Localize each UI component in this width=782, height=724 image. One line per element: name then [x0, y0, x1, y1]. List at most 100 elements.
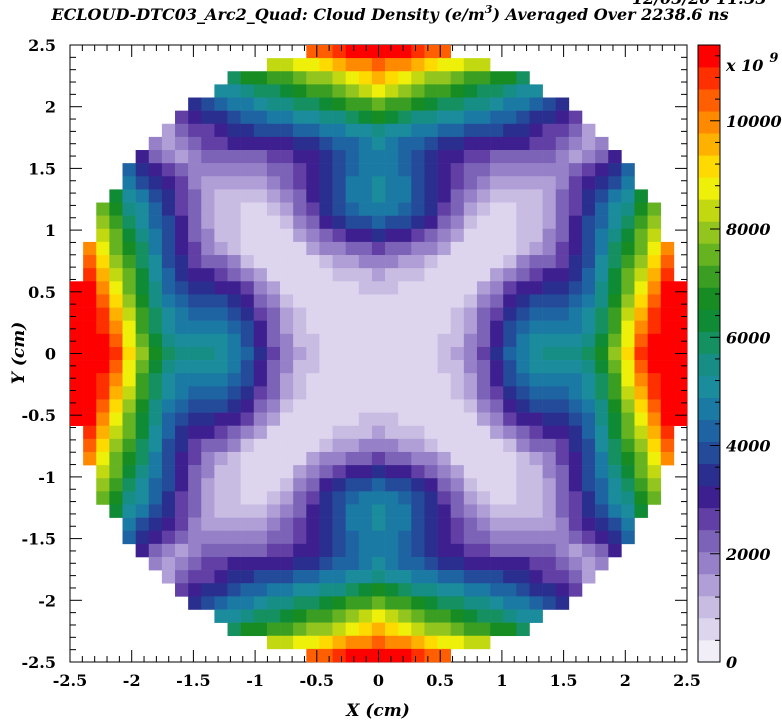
- heatmap-cell: [634, 451, 648, 466]
- heatmap-cell: [332, 346, 346, 361]
- heatmap-cell: [280, 136, 294, 151]
- heatmap-cell: [358, 189, 373, 203]
- heatmap-cell: [595, 150, 609, 164]
- heatmap-cell: [595, 478, 609, 492]
- heatmap-cell: [595, 412, 609, 427]
- heatmap-cell: [280, 71, 294, 85]
- heatmap-cell: [516, 346, 530, 361]
- heatmap-cell: [148, 556, 163, 571]
- heatmap-cell: [135, 412, 150, 427]
- heatmap-cell: [463, 333, 478, 348]
- heatmap-cell: [214, 556, 228, 571]
- heatmap-cell: [424, 556, 438, 571]
- heatmap-cell: [529, 373, 543, 387]
- heatmap-cell: [581, 360, 596, 374]
- heatmap-cell: [660, 346, 675, 361]
- heatmap-cell: [109, 228, 123, 243]
- heatmap-cell: [411, 320, 425, 335]
- heatmap-cell: [463, 150, 478, 164]
- heatmap-cell: [398, 110, 412, 125]
- heatmap-cell: [398, 123, 412, 138]
- heatmap-cell: [385, 465, 399, 479]
- heatmap-cell: [96, 465, 110, 479]
- heatmap-cell: [345, 58, 360, 72]
- heatmap-cell: [411, 333, 425, 348]
- y-tick-label: 1.5: [28, 159, 56, 178]
- heatmap-cell: [581, 412, 596, 427]
- heatmap-cell: [608, 176, 622, 190]
- heatmap-cell: [201, 438, 215, 453]
- heatmap-cell: [345, 478, 360, 492]
- heatmap-cell: [280, 333, 294, 348]
- heatmap-cell: [450, 97, 465, 111]
- heatmap-cell: [319, 570, 333, 584]
- heatmap-cell: [621, 530, 635, 545]
- heatmap-cell: [306, 45, 320, 59]
- heatmap-cell: [345, 84, 360, 98]
- heatmap-cell: [424, 241, 438, 256]
- y-tick-label: -1.5: [22, 530, 56, 549]
- heatmap-cell: [516, 556, 530, 571]
- heatmap-cell: [476, 425, 491, 440]
- heatmap-cell: [555, 412, 570, 427]
- heatmap-cell: [266, 491, 281, 505]
- heatmap-cell: [516, 517, 530, 532]
- heatmap-cell: [240, 478, 255, 492]
- heatmap-cell: [371, 123, 386, 138]
- heatmap-cell: [319, 635, 333, 650]
- heatmap-cell: [476, 268, 491, 282]
- heatmap-cell: [188, 451, 202, 466]
- heatmap-cell: [358, 110, 373, 125]
- heatmap-cell: [122, 425, 136, 440]
- heatmap-cell: [529, 97, 543, 111]
- heatmap-cell: [503, 583, 517, 597]
- heatmap-cell: [240, 333, 255, 348]
- colorbar-segment: [698, 243, 720, 266]
- heatmap-cell: [214, 373, 228, 387]
- colorbar-segment: [698, 463, 720, 487]
- heatmap-cell: [660, 294, 675, 308]
- heatmap-cell: [463, 556, 478, 571]
- heatmap-cell: [240, 556, 255, 571]
- heatmap-cell: [293, 504, 307, 518]
- heatmap-cell: [253, 163, 268, 177]
- heatmap-cell: [529, 228, 543, 243]
- heatmap-cell: [450, 491, 465, 505]
- heatmap-cell: [214, 163, 228, 177]
- heatmap-cell: [516, 425, 530, 440]
- heatmap-cell: [595, 320, 609, 335]
- heatmap-cell: [568, 570, 583, 584]
- heatmap-cell: [358, 451, 373, 466]
- heatmap-cell: [608, 294, 622, 308]
- heatmap-cell: [96, 241, 110, 256]
- heatmap-cell: [503, 543, 517, 558]
- heatmap-cell: [253, 346, 268, 361]
- heatmap-cell: [358, 215, 373, 230]
- y-axis: 2.521.510.50-0.5-1-1.5-2-2.5: [22, 36, 687, 672]
- heatmap-cell: [135, 438, 150, 453]
- colorbar-segment: [698, 617, 720, 641]
- heatmap-cell: [332, 189, 346, 203]
- heatmap-cell: [516, 241, 530, 256]
- heatmap-cell: [411, 425, 425, 440]
- heatmap-cell: [568, 136, 583, 151]
- heatmap-cell: [411, 635, 425, 650]
- heatmap-cell: [516, 189, 530, 203]
- heatmap-cell: [253, 399, 268, 413]
- heatmap-cell: [280, 241, 294, 256]
- heatmap-cell: [135, 320, 150, 335]
- heatmap-cell: [411, 84, 425, 98]
- heatmap-cell: [542, 451, 557, 466]
- heatmap-cell: [358, 84, 373, 98]
- heatmap-cell: [437, 346, 452, 361]
- heatmap-cell: [358, 491, 373, 505]
- heatmap-cell: [161, 412, 176, 427]
- heatmap-cell: [568, 373, 583, 387]
- heatmap-cell: [319, 45, 333, 59]
- heatmap-cell: [385, 281, 399, 295]
- heatmap-cell: [83, 386, 97, 400]
- heatmap-cell: [161, 281, 176, 295]
- heatmap-cell: [201, 320, 215, 335]
- heatmap-cell: [175, 176, 189, 190]
- heatmap-cell: [424, 268, 438, 282]
